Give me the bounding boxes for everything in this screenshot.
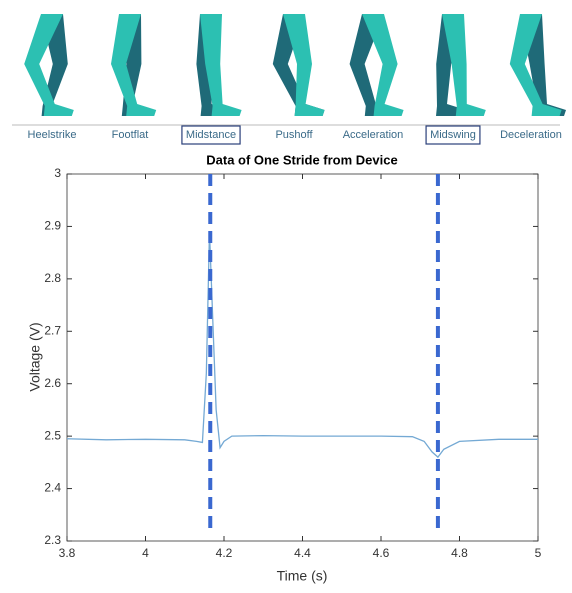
plot-frame — [66, 173, 539, 542]
leg — [362, 14, 404, 116]
x-tick-label: 4 — [142, 546, 149, 560]
leg — [283, 14, 325, 116]
phase-highlight-box — [425, 125, 481, 145]
data-line — [66, 231, 538, 459]
y-tick-label: 2.8 — [44, 271, 61, 285]
phase-label: Deceleration — [500, 129, 562, 141]
chart-title: Data of One Stride from Device — [206, 152, 397, 167]
phase-label: Footflat — [112, 129, 149, 141]
leg — [111, 14, 157, 116]
phase-highlight-box — [181, 125, 241, 145]
leg — [349, 14, 395, 116]
y-tick-label: 2.4 — [44, 481, 61, 495]
phase-label: Midstance — [186, 129, 236, 141]
y-tick-label: 2.9 — [44, 219, 61, 233]
x-tick-label: 4.2 — [216, 546, 233, 560]
leg — [200, 14, 242, 116]
phase-label: Acceleration — [343, 129, 404, 141]
y-tick-label: 3 — [54, 166, 61, 180]
y-tick-label: 2.6 — [44, 376, 61, 390]
x-axis-label: Time (s) — [277, 568, 328, 584]
leg — [442, 14, 486, 116]
x-tick-label: 4.8 — [451, 546, 468, 560]
phase-label: Midswing — [430, 129, 476, 141]
y-tick-label: 2.5 — [44, 428, 61, 442]
x-tick-label: 4.4 — [294, 546, 311, 560]
x-tick-label: 5 — [535, 546, 542, 560]
phase-label: Heelstrike — [28, 129, 77, 141]
y-tick-label: 2.7 — [44, 323, 61, 337]
x-tick-label: 3.8 — [59, 546, 76, 560]
y-axis-label: Voltage (V) — [27, 322, 43, 391]
x-tick-label: 4.6 — [373, 546, 390, 560]
phase-label: Pushoff — [275, 129, 313, 141]
leg — [272, 14, 325, 116]
y-tick-label: 2.3 — [44, 533, 61, 547]
leg — [24, 14, 74, 116]
leg — [509, 14, 562, 116]
leg — [436, 14, 466, 116]
